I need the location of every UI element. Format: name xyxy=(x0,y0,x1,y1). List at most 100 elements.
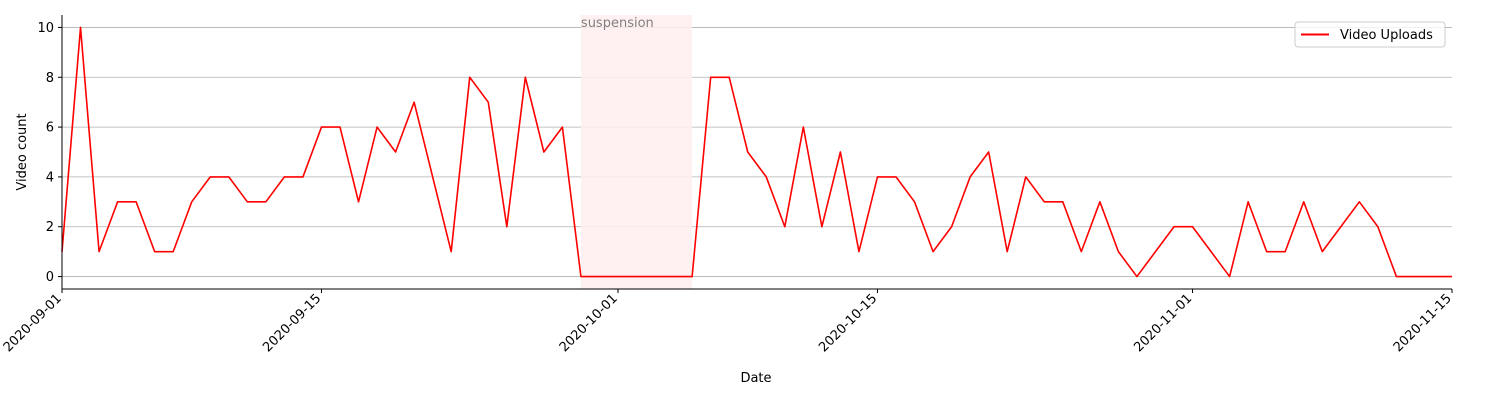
data-point xyxy=(357,201,359,203)
y-tick-label: 10 xyxy=(37,21,54,36)
data-point xyxy=(913,201,915,203)
data-point xyxy=(1154,250,1156,252)
data-point xyxy=(617,275,619,277)
x-tick-label: 2020-11-01 xyxy=(1131,291,1195,355)
data-point xyxy=(283,176,285,178)
x-ticks: 2020-09-01 2020-09-15 2020-10-01 2020-10-15… xyxy=(1,289,1455,355)
data-point xyxy=(191,201,193,203)
data-point xyxy=(821,226,823,228)
data-point xyxy=(950,226,952,228)
data-point xyxy=(1395,275,1397,277)
data-point xyxy=(302,176,304,178)
data-point xyxy=(672,275,674,277)
data-point xyxy=(1025,176,1027,178)
legend-box xyxy=(1294,21,1446,48)
data-point xyxy=(413,101,415,103)
data-point xyxy=(1043,201,1045,203)
y-tick-label: 8 xyxy=(46,71,54,86)
data-point xyxy=(1117,250,1119,252)
data-point xyxy=(1358,201,1360,203)
y-ticks: 0 2 4 6 8 10 xyxy=(37,21,62,285)
data-point xyxy=(747,151,749,153)
data-point xyxy=(561,126,563,128)
data-point xyxy=(987,151,989,153)
data-point xyxy=(839,151,841,153)
data-point xyxy=(728,76,730,78)
data-point xyxy=(79,26,81,28)
data-point xyxy=(709,76,711,78)
data-point xyxy=(209,176,211,178)
data-point xyxy=(135,201,137,203)
data-point xyxy=(98,250,100,252)
data-point xyxy=(635,275,637,277)
data-point xyxy=(469,76,471,78)
series-layer xyxy=(61,26,1452,278)
x-tick-label: 2020-09-15 xyxy=(260,291,324,355)
y-tick-label: 4 xyxy=(46,170,54,185)
x-tick-label: 2020-09-01 xyxy=(1,291,65,355)
data-point xyxy=(1173,226,1175,228)
x-tick-label: 2020-10-01 xyxy=(557,291,621,355)
grid-lines xyxy=(62,27,1452,277)
data-point xyxy=(1006,250,1008,252)
data-point xyxy=(228,176,230,178)
legend-label: Video Uploads xyxy=(1340,28,1433,43)
data-point xyxy=(320,126,322,128)
data-point xyxy=(802,126,804,128)
data-point xyxy=(895,176,897,178)
data-point xyxy=(339,126,341,128)
data-point xyxy=(450,250,452,252)
y-tick-label: 6 xyxy=(46,121,54,136)
data-point xyxy=(1080,250,1082,252)
y-axis-label: Video count xyxy=(15,113,30,190)
x-tick-label: 2020-10-15 xyxy=(816,291,880,355)
data-point xyxy=(1303,201,1305,203)
data-point xyxy=(394,151,396,153)
y-tick-label: 0 xyxy=(46,270,54,285)
data-point xyxy=(524,76,526,78)
x-tick-label: 2020-11-15 xyxy=(1391,291,1455,355)
data-point xyxy=(506,226,508,228)
legend: Video Uploads xyxy=(1294,21,1446,48)
data-point xyxy=(153,250,155,252)
data-point xyxy=(1414,275,1416,277)
data-point xyxy=(598,275,600,277)
suspension-annotation: suspension xyxy=(581,16,654,31)
data-point xyxy=(932,250,934,252)
data-point xyxy=(246,201,248,203)
data-point xyxy=(265,201,267,203)
data-point xyxy=(858,250,860,252)
x-axis-label: Date xyxy=(740,371,771,386)
data-point xyxy=(1136,275,1138,277)
data-point xyxy=(1247,201,1249,203)
data-point xyxy=(1377,226,1379,228)
data-point xyxy=(1340,226,1342,228)
data-point xyxy=(765,176,767,178)
data-point xyxy=(1432,275,1434,277)
data-point xyxy=(116,201,118,203)
data-point xyxy=(1321,250,1323,252)
data-point xyxy=(1265,250,1267,252)
axes xyxy=(61,15,1452,290)
data-point xyxy=(691,275,693,277)
data-point xyxy=(376,126,378,128)
data-point xyxy=(784,226,786,228)
data-point xyxy=(969,176,971,178)
data-point xyxy=(487,101,489,103)
data-point xyxy=(431,176,433,178)
data-point xyxy=(580,275,582,277)
data-point xyxy=(654,275,656,277)
suspension-shade xyxy=(580,15,693,289)
data-point xyxy=(1228,275,1230,277)
data-point xyxy=(1191,226,1193,228)
data-point xyxy=(1062,201,1064,203)
data-point xyxy=(543,151,545,153)
data-point xyxy=(1210,250,1212,252)
data-point xyxy=(172,250,174,252)
suspension-region xyxy=(580,15,693,289)
series-line-video-uploads xyxy=(61,26,1452,278)
data-point xyxy=(1284,250,1286,252)
data-point xyxy=(876,176,878,178)
data-point xyxy=(1099,201,1101,203)
